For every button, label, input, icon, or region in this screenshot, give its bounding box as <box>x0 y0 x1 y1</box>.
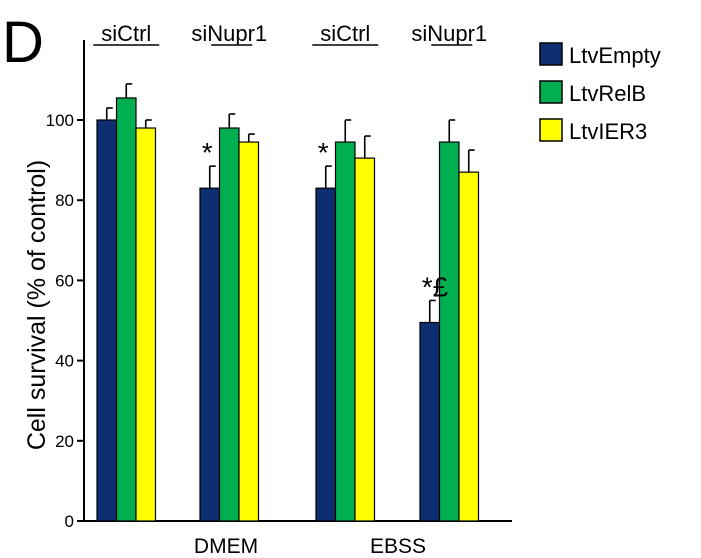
significance-mark: * <box>202 137 213 168</box>
y-tick-label: 80 <box>55 191 74 210</box>
group-label: DMEM <box>194 535 258 558</box>
bar <box>238 141 260 522</box>
category-labels: siCtrl siNupr1 siCtrl siNupr1 DMEM EBSS <box>93 21 487 558</box>
category-label: siCtrl <box>320 21 370 46</box>
y-tick-label: 60 <box>55 271 74 290</box>
y-tick-label: 40 <box>55 352 74 371</box>
bar <box>96 119 118 522</box>
bar <box>354 157 376 522</box>
legend-swatch <box>539 118 563 142</box>
bar <box>135 127 157 522</box>
bar <box>334 141 356 522</box>
legend: LtvEmpty LtvRelB LtvIER3 <box>539 42 661 144</box>
bar <box>218 127 240 522</box>
bar <box>115 97 137 522</box>
legend-label: LtvIER3 <box>569 119 647 144</box>
panel-label: D <box>2 10 44 75</box>
legend-label: LtvEmpty <box>569 43 661 68</box>
significance-mark: *£ <box>422 271 449 302</box>
legend-swatch <box>539 42 563 66</box>
category-label: siNupr1 <box>191 21 267 46</box>
legend-label: LtvRelB <box>569 81 646 106</box>
y-tick-label: 100 <box>46 111 74 130</box>
legend-swatch <box>539 80 563 104</box>
bar <box>458 171 480 522</box>
bar <box>438 141 460 522</box>
significance-mark: * <box>318 137 329 168</box>
y-axis-label: Cell survival (% of control) <box>23 160 51 450</box>
y-tick-label: 20 <box>55 432 74 451</box>
bars: * * *£ <box>96 83 480 522</box>
y-tick-label: 0 <box>65 512 74 531</box>
bar <box>315 187 337 522</box>
category-label: siCtrl <box>101 21 151 46</box>
bar <box>419 321 441 522</box>
category-label: siNupr1 <box>411 21 487 46</box>
bar <box>199 187 221 522</box>
group-label: EBSS <box>370 535 426 558</box>
axes: 0 20 40 60 80 100 Cell survival (% of control) <box>23 40 512 531</box>
